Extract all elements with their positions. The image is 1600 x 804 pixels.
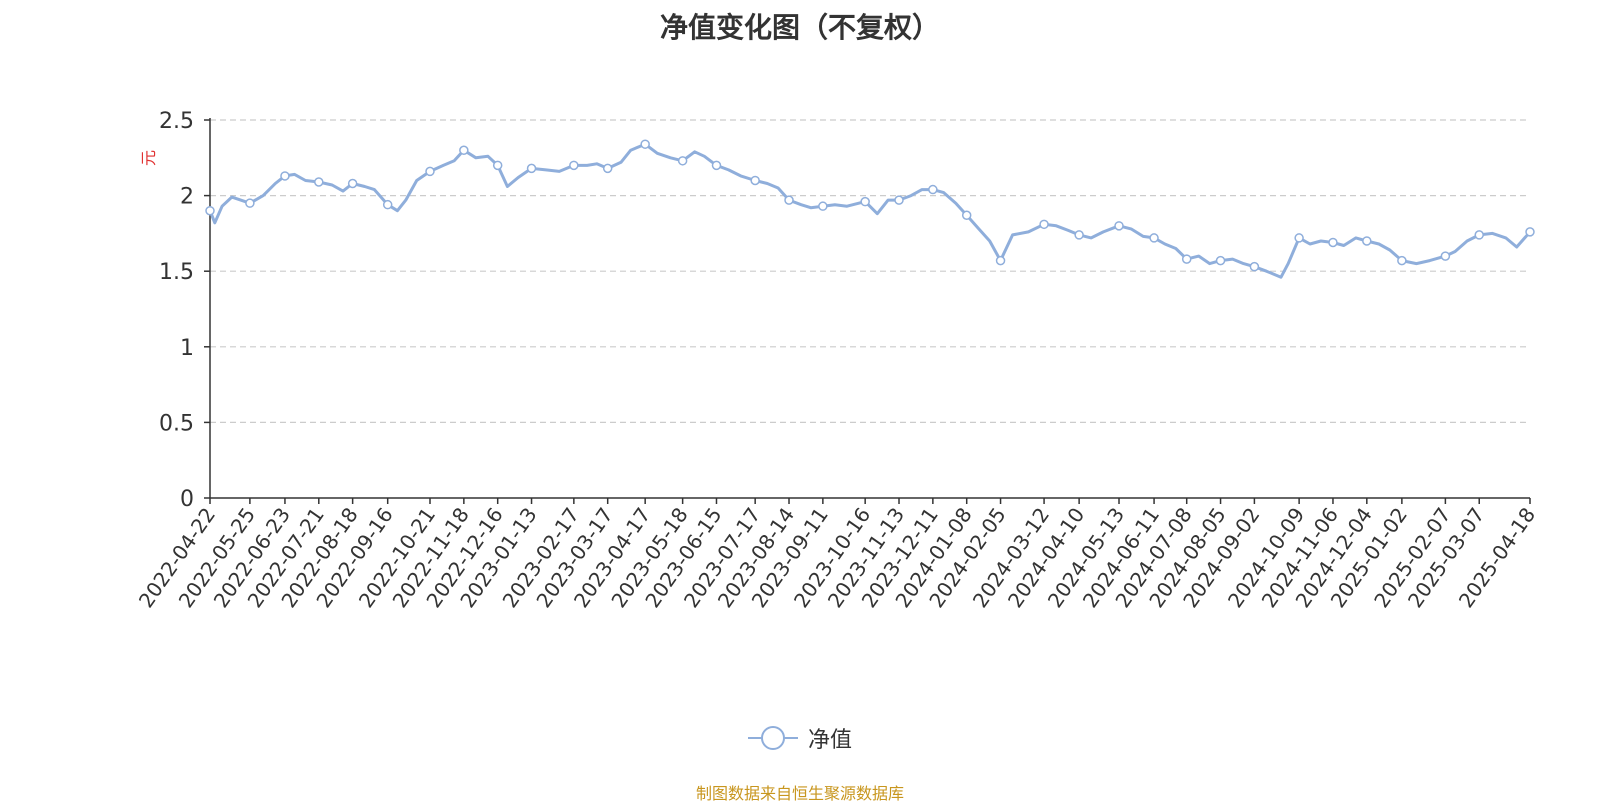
data-point-2023-11-13 [894,195,904,205]
data-point-2025-01-02 [1397,255,1407,266]
data-point-2023-06-15 [711,160,722,171]
legend-line-icon [748,726,798,750]
data-point-2022-05-25 [245,198,255,208]
data-point-2023-12-11 [928,184,938,195]
data-point-2022-12-16 [492,160,503,171]
data-point-2022-11-18 [459,145,469,155]
data-point-2023-05-18 [677,156,688,166]
data-point-2024-01-08 [961,210,972,221]
series-line [208,142,1532,279]
y-tick-label-3: 1.5 [159,260,194,285]
axes [204,118,1531,504]
data-point-2022-08-18 [347,178,358,189]
y-tick-label-4: 2 [180,185,194,210]
data-point-2024-10-09 [1294,233,1304,243]
data-point-2022-06-23 [280,171,290,181]
data-point-2025-02-07 [1440,251,1451,261]
data-point-2023-03-17 [602,163,613,174]
grid-lines [210,119,1530,423]
data-point-2024-02-05 [995,255,1006,266]
data-point-2023-02-17 [569,160,579,171]
y-tick-labels: 0 0.5 1 1.5 2 2.5 [159,109,194,512]
data-point-2022-04-22 [205,205,215,216]
data-point-2023-07-17 [750,175,760,186]
chart-title: 净值变化图（不复权） [659,11,940,44]
data-point-2023-10-16 [860,196,870,207]
y-tick-label-5: 2.5 [159,109,194,134]
data-point-2024-06-11 [1149,233,1159,243]
legend[interactable]: 净值 [748,722,852,754]
legend-label: 净值 [808,728,853,753]
y-tick-label-0: 0 [180,487,194,512]
data-point-2024-12-04 [1362,236,1372,246]
data-point-2023-08-14 [784,195,794,205]
data-point-2024-08-05 [1215,255,1226,266]
series-markers [205,139,1535,272]
data-point-2022-10-21 [425,166,435,177]
data-point-2025-04-18 [1525,227,1535,237]
data-point-2023-01-13 [526,163,537,174]
data-point-2025-03-07 [1474,230,1484,240]
y-tick-label-2: 1 [180,336,194,361]
data-point-2022-09-16 [382,199,393,210]
data-point-2023-09-11 [818,201,828,211]
data-point-2022-07-21 [314,177,324,187]
data-point-2024-09-02 [1249,261,1260,272]
y-tick-label-1: 0.5 [159,411,194,436]
data-point-2024-03-12 [1039,219,1049,230]
data-point-2024-05-13 [1114,221,1124,231]
data-point-2023-04-17 [640,139,650,149]
source-note: 制图数据来自恒生聚源数据库 [695,784,904,803]
data-point-2024-07-08 [1181,254,1192,264]
data-point-2024-04-10 [1074,230,1084,240]
data-point-2024-11-06 [1328,237,1338,248]
x-tick-labels: 2022-04-222022-05-252022-06-232022-07-21… [134,503,1540,612]
y-axis-label: 元 [139,150,158,166]
